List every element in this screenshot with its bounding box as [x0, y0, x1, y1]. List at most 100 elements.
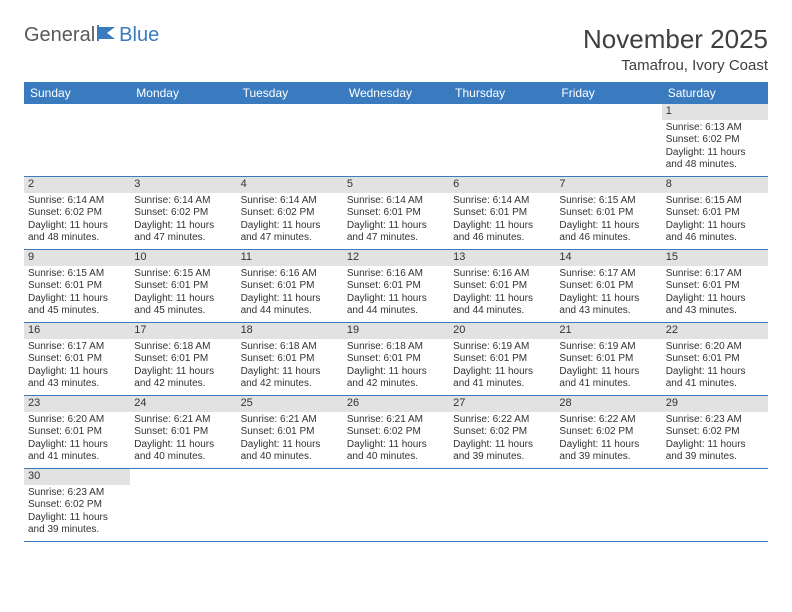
- day-d2: and 39 minutes.: [559, 451, 657, 464]
- day-header-saturday: Saturday: [662, 82, 768, 104]
- day-number: 11: [237, 250, 343, 266]
- day-sunrise: Sunrise: 6:14 AM: [134, 195, 232, 208]
- day-sunset: Sunset: 6:02 PM: [666, 134, 764, 147]
- day-sunset: Sunset: 6:01 PM: [347, 207, 445, 220]
- day-number: 7: [555, 177, 661, 193]
- day-d2: and 47 minutes.: [241, 232, 339, 245]
- day-d2: and 44 minutes.: [241, 305, 339, 318]
- day-sunrise: Sunrise: 6:22 AM: [559, 414, 657, 427]
- day-number: 20: [449, 323, 555, 339]
- day-number: 30: [24, 469, 130, 485]
- week-row: 1Sunrise: 6:13 AMSunset: 6:02 PMDaylight…: [24, 104, 768, 177]
- day-number: 10: [130, 250, 236, 266]
- day-cell-empty: [24, 104, 130, 176]
- day-number: 1: [662, 104, 768, 120]
- day-info: Sunrise: 6:15 AMSunset: 6:01 PMDaylight:…: [134, 268, 232, 318]
- day-sunrise: Sunrise: 6:20 AM: [28, 414, 126, 427]
- day-cell-empty: [130, 104, 236, 176]
- day-sunrise: Sunrise: 6:17 AM: [666, 268, 764, 281]
- day-sunrise: Sunrise: 6:15 AM: [134, 268, 232, 281]
- day-sunset: Sunset: 6:01 PM: [666, 207, 764, 220]
- day-cell: 14Sunrise: 6:17 AMSunset: 6:01 PMDayligh…: [555, 250, 661, 322]
- day-info: Sunrise: 6:21 AMSunset: 6:01 PMDaylight:…: [134, 414, 232, 464]
- day-cell: 26 Sunrise: 6:21 AMSunset: 6:02 PMDayligh…: [343, 396, 449, 468]
- day-sunset: Sunset: 6:01 PM: [134, 280, 232, 293]
- week-row: 16Sunrise: 6:17 AMSunset: 6:01 PMDayligh…: [24, 323, 768, 396]
- day-sunrise: Sunrise: 6:13 AM: [666, 122, 764, 135]
- day-d1: Daylight: 11 hours: [559, 220, 657, 233]
- day-header-row: SundayMondayTuesdayWednesdayThursdayFrid…: [24, 82, 768, 104]
- calendar-page: General Blue November 2025 Tamafrou, Ivo…: [0, 0, 792, 542]
- day-d1: Daylight: 11 hours: [241, 439, 339, 452]
- day-sunset: Sunset: 6:02 PM: [28, 499, 126, 512]
- day-d1: Daylight: 11 hours: [134, 366, 232, 379]
- day-sunrise: Sunrise: 6:19 AM: [559, 341, 657, 354]
- day-number: 26: [343, 396, 449, 412]
- day-d2: and 41 minutes.: [453, 378, 551, 391]
- day-d2: and 41 minutes.: [666, 378, 764, 391]
- day-info: Sunrise: 6:22 AMSunset: 6:02 PMDaylight:…: [453, 414, 551, 464]
- day-number: 14: [555, 250, 661, 266]
- day-sunset: Sunset: 6:01 PM: [28, 353, 126, 366]
- day-d2: and 47 minutes.: [134, 232, 232, 245]
- day-cell: 9Sunrise: 6:15 AMSunset: 6:01 PMDaylight…: [24, 250, 130, 322]
- day-d1: Daylight: 11 hours: [666, 366, 764, 379]
- day-d1: Daylight: 11 hours: [347, 439, 445, 452]
- day-sunrise: Sunrise: 6:14 AM: [453, 195, 551, 208]
- day-number: 5: [343, 177, 449, 193]
- day-number: 29: [662, 396, 768, 412]
- day-cell-empty: [237, 104, 343, 176]
- day-cell: 23Sunrise: 6:20 AMSunset: 6:01 PMDayligh…: [24, 396, 130, 468]
- day-sunset: Sunset: 6:01 PM: [134, 426, 232, 439]
- day-info: Sunrise: 6:16 AMSunset: 6:01 PMDaylight:…: [453, 268, 551, 318]
- day-cell-empty: [343, 469, 449, 541]
- day-info: Sunrise: 6:20 AMSunset: 6:01 PMDaylight:…: [28, 414, 126, 464]
- day-sunset: Sunset: 6:02 PM: [559, 426, 657, 439]
- day-info: Sunrise: 6:21 AMSunset: 6:02 PMDaylight:…: [347, 414, 445, 464]
- day-number: 27: [449, 396, 555, 412]
- day-sunset: Sunset: 6:01 PM: [347, 353, 445, 366]
- day-sunrise: Sunrise: 6:15 AM: [666, 195, 764, 208]
- day-sunset: Sunset: 6:01 PM: [241, 280, 339, 293]
- day-cell: 4Sunrise: 6:14 AMSunset: 6:02 PMDaylight…: [237, 177, 343, 249]
- day-cell: 16Sunrise: 6:17 AMSunset: 6:01 PMDayligh…: [24, 323, 130, 395]
- day-sunset: Sunset: 6:02 PM: [28, 207, 126, 220]
- day-sunrise: Sunrise: 6:18 AM: [347, 341, 445, 354]
- day-sunrise: Sunrise: 6:23 AM: [28, 487, 126, 500]
- day-d2: and 45 minutes.: [134, 305, 232, 318]
- day-cell: 1Sunrise: 6:13 AMSunset: 6:02 PMDaylight…: [662, 104, 768, 176]
- day-number: 25: [237, 396, 343, 412]
- day-info: Sunrise: 6:19 AMSunset: 6:01 PMDaylight:…: [559, 341, 657, 391]
- day-header-tuesday: Tuesday: [237, 82, 343, 104]
- day-number: 22: [662, 323, 768, 339]
- day-cell-empty: [449, 104, 555, 176]
- day-header-sunday: Sunday: [24, 82, 130, 104]
- day-info: Sunrise: 6:23 AMSunset: 6:02 PMDaylight:…: [28, 487, 126, 537]
- day-number: 19: [343, 323, 449, 339]
- day-sunset: Sunset: 6:01 PM: [559, 353, 657, 366]
- day-d2: and 46 minutes.: [559, 232, 657, 245]
- day-info: Sunrise: 6:14 AMSunset: 6:01 PMDaylight:…: [347, 195, 445, 245]
- day-sunrise: Sunrise: 6:17 AM: [559, 268, 657, 281]
- logo-flag-icon: [97, 24, 119, 47]
- day-d1: Daylight: 11 hours: [28, 439, 126, 452]
- day-d1: Daylight: 11 hours: [559, 439, 657, 452]
- day-d1: Daylight: 11 hours: [347, 220, 445, 233]
- day-number: 3: [130, 177, 236, 193]
- day-d2: and 43 minutes.: [666, 305, 764, 318]
- day-d1: Daylight: 11 hours: [28, 512, 126, 525]
- week-row: 9Sunrise: 6:15 AMSunset: 6:01 PMDaylight…: [24, 250, 768, 323]
- day-number: 12: [343, 250, 449, 266]
- day-sunset: Sunset: 6:01 PM: [453, 207, 551, 220]
- day-cell: 10 Sunrise: 6:15 AMSunset: 6:01 PMDayligh…: [130, 250, 236, 322]
- day-cell: 17Sunrise: 6:18 AMSunset: 6:01 PMDayligh…: [130, 323, 236, 395]
- day-number: 21: [555, 323, 661, 339]
- day-sunrise: Sunrise: 6:21 AM: [347, 414, 445, 427]
- day-d2: and 39 minutes.: [666, 451, 764, 464]
- day-cell: 22Sunrise: 6:20 AMSunset: 6:01 PMDayligh…: [662, 323, 768, 395]
- logo: General Blue: [24, 24, 159, 47]
- day-d2: and 46 minutes.: [666, 232, 764, 245]
- day-number: 15: [662, 250, 768, 266]
- day-d2: and 39 minutes.: [453, 451, 551, 464]
- day-d1: Daylight: 11 hours: [347, 293, 445, 306]
